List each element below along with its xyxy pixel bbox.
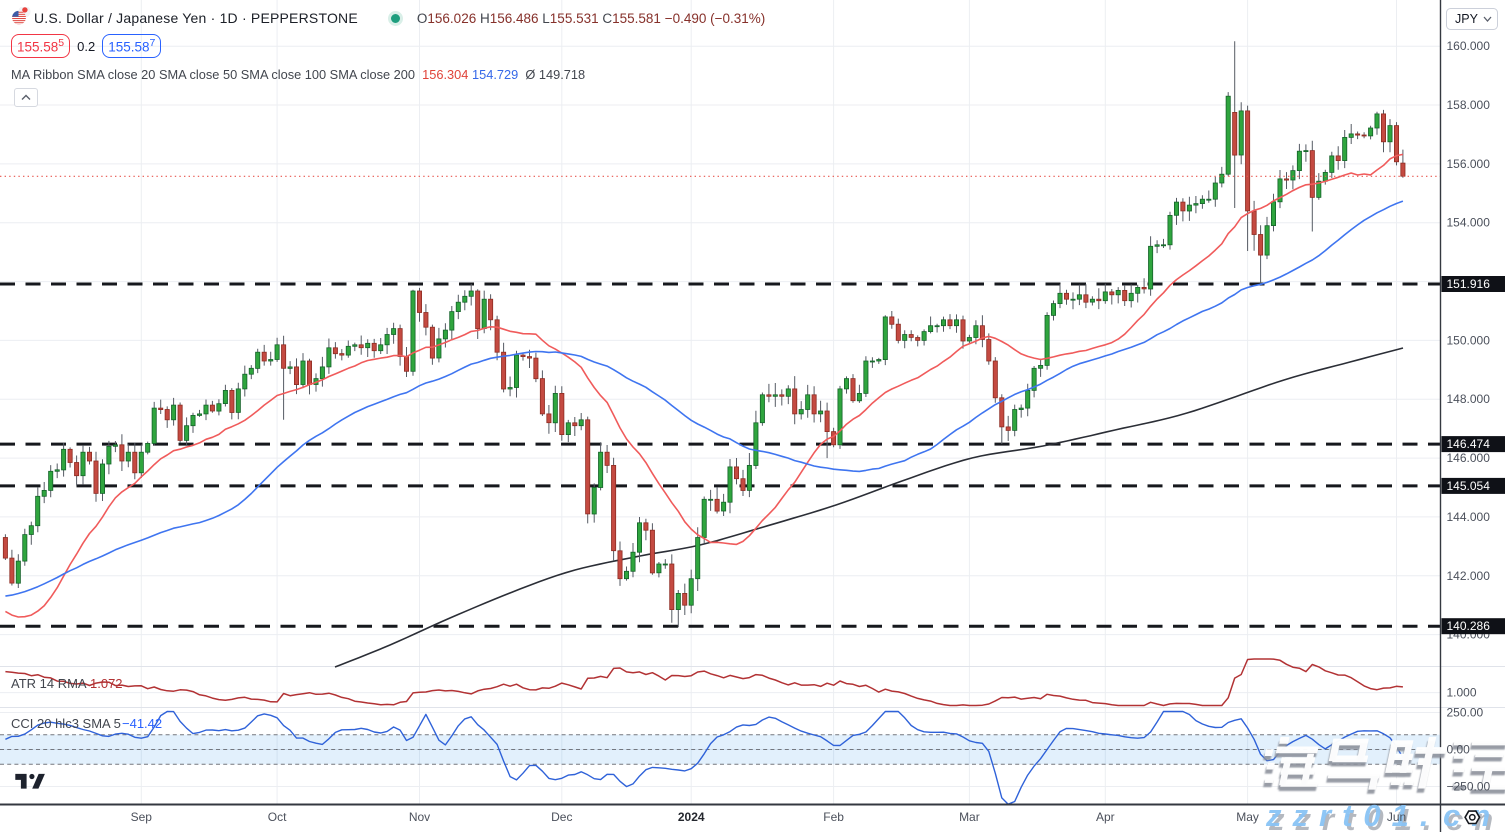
- svg-text:146.000: 146.000: [1447, 451, 1491, 465]
- svg-text:Jun: Jun: [1387, 810, 1406, 824]
- svg-text:1.000: 1.000: [1447, 686, 1477, 700]
- svg-text:158.000: 158.000: [1447, 98, 1491, 112]
- svg-text:154.000: 154.000: [1447, 216, 1491, 230]
- svg-text:May: May: [1236, 810, 1259, 824]
- svg-text:150.000: 150.000: [1447, 333, 1491, 347]
- svg-text:144.000: 144.000: [1447, 510, 1491, 524]
- svg-text:140.286: 140.286: [1447, 619, 1491, 633]
- svg-text:ATR 14 RMA: ATR 14 RMA: [11, 676, 87, 691]
- svg-text:142.000: 142.000: [1447, 569, 1491, 583]
- svg-text:JPY: JPY: [1455, 12, 1479, 26]
- svg-text:0.00: 0.00: [1447, 743, 1471, 757]
- svg-text:145.054: 145.054: [1447, 479, 1491, 493]
- svg-text:Sep: Sep: [131, 810, 153, 824]
- svg-text:151.916: 151.916: [1447, 277, 1491, 291]
- svg-text:zzrt01.: zzrt01.: [1268, 802, 1442, 832]
- svg-text:Feb: Feb: [823, 810, 844, 824]
- svg-text:160.000: 160.000: [1447, 39, 1491, 53]
- svg-text:Mar: Mar: [959, 810, 980, 824]
- svg-text:−250.00: −250.00: [1447, 780, 1491, 794]
- svg-text:Apr: Apr: [1096, 810, 1115, 824]
- svg-text:1.072: 1.072: [90, 676, 123, 691]
- svg-text:−41.42: −41.42: [122, 716, 162, 731]
- svg-text:2024: 2024: [678, 810, 705, 824]
- svg-text:CCI 20 hlc3 SMA 5: CCI 20 hlc3 SMA 5: [11, 716, 121, 731]
- svg-text:146.474: 146.474: [1447, 437, 1491, 451]
- svg-text:250.00: 250.00: [1447, 706, 1484, 720]
- svg-text:Nov: Nov: [409, 810, 430, 824]
- svg-text:156.000: 156.000: [1447, 157, 1491, 171]
- svg-text:zzrt01.: zzrt01.: [1265, 798, 1439, 832]
- svg-text:Dec: Dec: [551, 810, 572, 824]
- svg-text:Oct: Oct: [268, 810, 287, 824]
- svg-text:148.000: 148.000: [1447, 392, 1491, 406]
